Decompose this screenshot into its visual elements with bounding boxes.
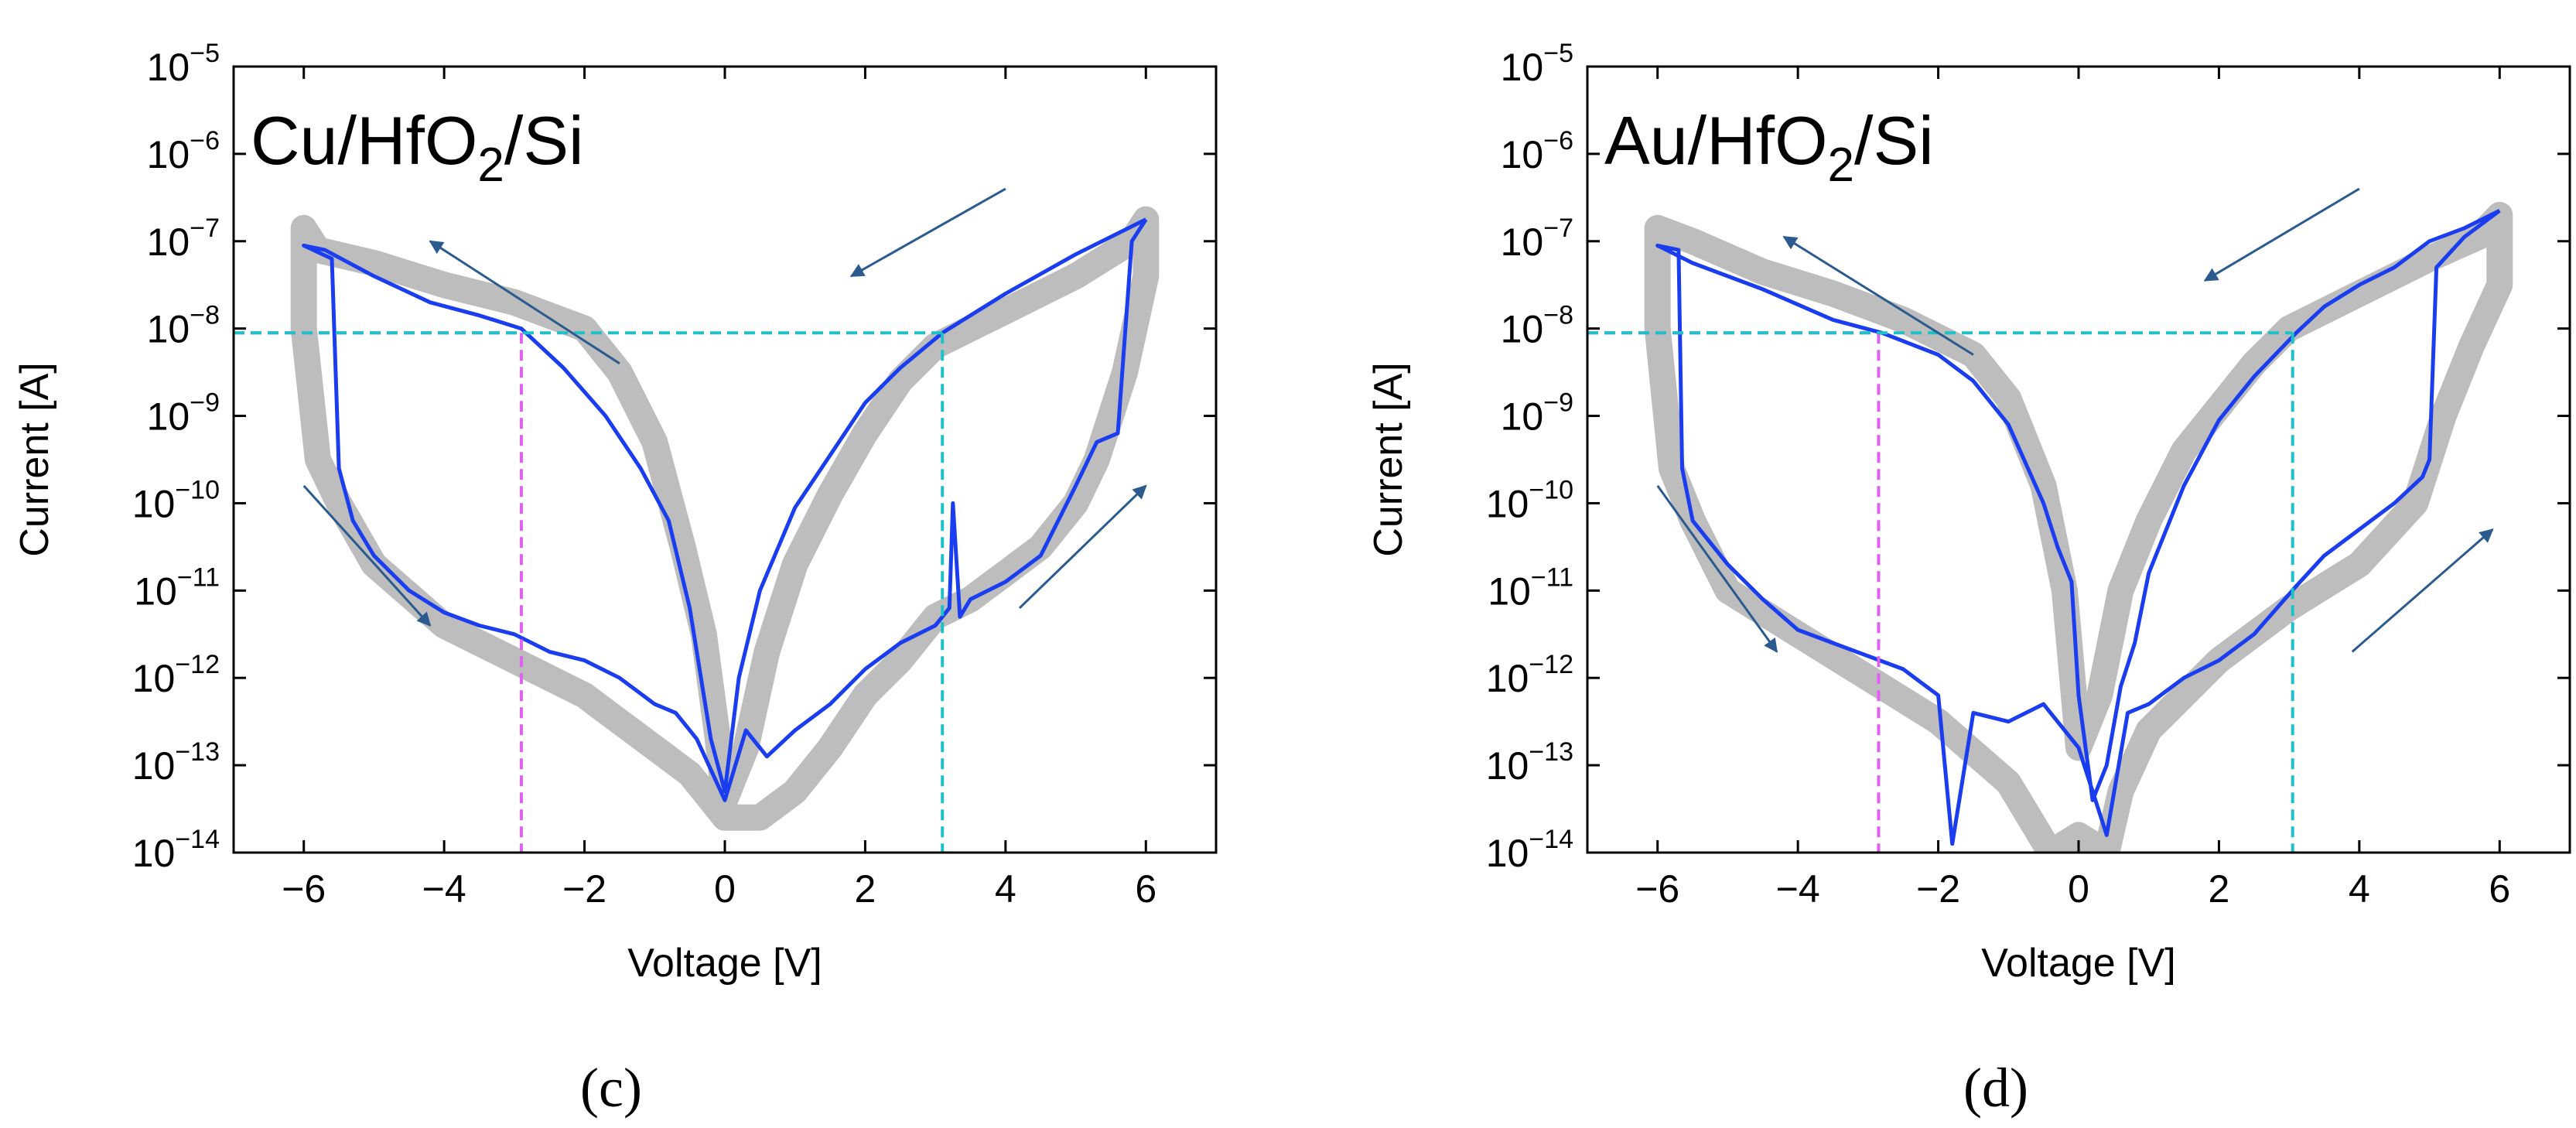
y-tick-label: 10−5: [147, 39, 220, 89]
y-tick-label: 10−12: [132, 650, 220, 700]
y-tick-label: 10−13: [132, 737, 220, 788]
y-tick-label: 10−12: [1486, 650, 1573, 700]
y-tick-label: 10−11: [134, 562, 220, 613]
x-tick-label: 0: [714, 867, 736, 911]
x-tick-label: 2: [2209, 867, 2230, 911]
guide-lines: [1587, 331, 2294, 853]
y-tick-label: 10−14: [1486, 825, 1573, 875]
y-axis-label: Current [A]: [12, 362, 57, 556]
guide-lines: [234, 331, 945, 853]
y-tick-label: 10−14: [132, 825, 220, 875]
blue-cycle-line: [302, 217, 1148, 802]
sweep-arrow-2: [302, 484, 432, 627]
y-ticks: 10−14 10−13 10−12 10−11 10−10 10−9 10−8 10−7 10−…: [132, 39, 1216, 875]
x-tick-label: 0: [2068, 867, 2089, 911]
sweep-arrow-3: [2351, 528, 2494, 653]
sweep-arrow-1: [849, 187, 1006, 278]
x-axis-label: Voltage [V]: [1981, 941, 2176, 986]
y-tick-label: 10−8: [147, 301, 220, 351]
y-tick-label: 10−6: [1501, 126, 1573, 176]
sweep-arrows: [1656, 187, 2494, 653]
sweep-arrows: [302, 187, 1147, 627]
blue-representative-cycle: [1655, 209, 2501, 846]
sweep-arrow-1: [2203, 187, 2360, 282]
y-tick-label: 10−6: [147, 126, 220, 176]
x-ticks: −6 −4 −2 0 2 4 6: [1635, 67, 2510, 911]
y-tick-label: 10−11: [1488, 562, 1573, 613]
x-tick-label: 4: [2349, 867, 2370, 911]
x-tick-label: −6: [1635, 867, 1679, 911]
y-tick-label: 10−7: [1501, 214, 1573, 264]
y-tick-label: 10−9: [147, 388, 220, 439]
sweep-arrow-3: [1018, 484, 1147, 609]
y-axis-label: Current [A]: [1366, 362, 1411, 556]
x-tick-label: −6: [282, 867, 326, 911]
y-tick-label: 10−5: [1501, 39, 1573, 89]
x-tick-label: 4: [995, 867, 1016, 911]
y-tick-label: 10−10: [1486, 475, 1573, 525]
y-tick-label: 10−10: [132, 475, 220, 525]
x-tick-label: −4: [1776, 867, 1820, 911]
panel-label-c: (c): [580, 1057, 642, 1119]
x-tick-label: 2: [855, 867, 876, 911]
y-tick-label: 10−7: [147, 214, 220, 264]
y-tick-label: 10−8: [1501, 301, 1573, 351]
x-tick-label: −2: [562, 867, 606, 911]
x-tick-label: −2: [1916, 867, 1960, 911]
chart-panel-d: −6 −4 −2 0 2 4 6 10−14 10−13 10−12 10−11 10−10 10−9…: [1366, 39, 2571, 1119]
x-tick-label: 6: [1135, 867, 1156, 911]
x-tick-label: 6: [2489, 867, 2510, 911]
blue-representative-cycle: [302, 217, 1148, 802]
panel-label-d: (d): [1963, 1057, 2028, 1119]
sweep-arrow-0: [1782, 235, 1974, 356]
gray-cycles-band: [290, 206, 1160, 831]
y-ticks: 10−14 10−13 10−12 10−11 10−10 10−9 10−8 10−7 10−…: [1486, 39, 2570, 875]
x-axis-label: Voltage [V]: [627, 941, 822, 986]
panel-title: Au/HfO2/Si: [1604, 102, 1934, 192]
gray-cycle-envelope: [290, 206, 1160, 831]
blue-cycle-line: [1655, 209, 2501, 846]
gray-cycle-envelope: [1644, 201, 2513, 853]
y-tick-label: 10−13: [1486, 737, 1573, 788]
gray-cycles-band: [1644, 201, 2513, 853]
x-ticks: −6 −4 −2 0 2 4 6: [282, 67, 1156, 911]
panel-title: Cu/HfO2/Si: [251, 102, 584, 192]
y-tick-label: 10−9: [1501, 388, 1573, 439]
sweep-arrow-0: [429, 240, 620, 365]
x-tick-label: −4: [422, 867, 466, 911]
sweep-arrow-2: [1656, 484, 1778, 653]
chart-panel-c: −6 −4 −2 0 2 4 6 10−14 10−13 10−12 10−11 10−10 10−9…: [12, 39, 1218, 1119]
